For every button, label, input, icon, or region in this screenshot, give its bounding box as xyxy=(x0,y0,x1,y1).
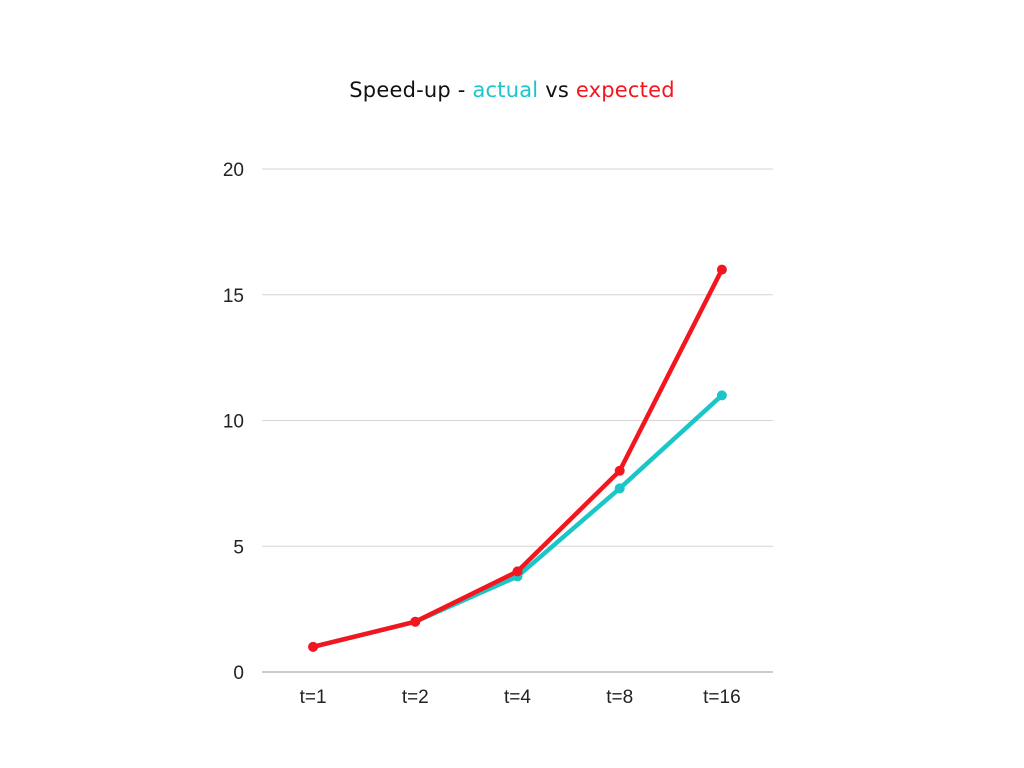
data-point xyxy=(512,566,523,577)
series-1 xyxy=(308,390,727,652)
title-part-3: vs xyxy=(538,78,576,102)
title-part-1: Speed-up - xyxy=(349,78,473,102)
series-line xyxy=(310,393,725,650)
y-axis-ticks: 0 5 10 15 20 xyxy=(223,160,244,684)
x-tick-label: t=8 xyxy=(606,687,633,708)
title-part-actual: actual xyxy=(472,78,539,102)
y-tick-label: 20 xyxy=(223,160,244,181)
series-line xyxy=(310,267,725,650)
x-tick-label: t=2 xyxy=(402,687,429,708)
y-tick-label: 5 xyxy=(233,537,244,558)
x-tick-label: t=16 xyxy=(703,687,741,708)
y-tick-label: 0 xyxy=(233,663,244,684)
x-tick-label: t=1 xyxy=(300,687,327,708)
chart-title: Speed-up - actual vs expected xyxy=(0,78,1024,102)
x-axis-ticks: t=1 t=2 t=4 t=8 t=16 xyxy=(300,687,741,708)
data-point xyxy=(410,616,421,627)
data-point xyxy=(614,483,625,494)
title-part-expected: expected xyxy=(575,78,675,102)
x-tick-label: t=4 xyxy=(504,687,531,708)
y-tick-label: 10 xyxy=(223,412,244,433)
data-point xyxy=(614,465,625,476)
data-point xyxy=(716,390,727,401)
series-2 xyxy=(308,264,727,652)
data-point xyxy=(716,264,727,275)
series-lines xyxy=(308,264,727,652)
y-tick-label: 15 xyxy=(223,286,244,307)
data-point xyxy=(308,641,319,652)
gridlines xyxy=(262,168,773,673)
